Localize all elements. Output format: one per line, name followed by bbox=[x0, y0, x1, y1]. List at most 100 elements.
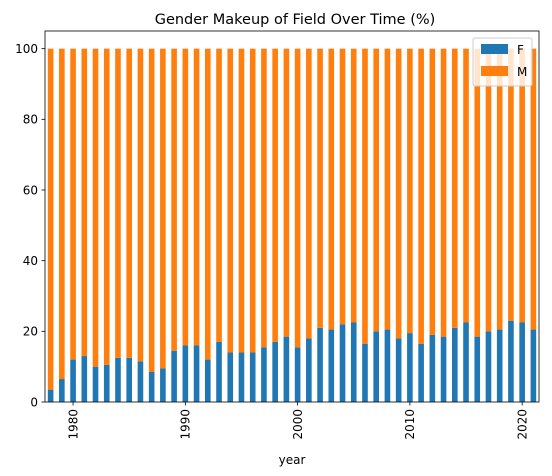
legend: F M bbox=[472, 37, 533, 87]
bar-f-1997 bbox=[261, 347, 267, 402]
bar-m-1979 bbox=[59, 48, 65, 380]
bar-m-1997 bbox=[261, 48, 267, 348]
bar-m-2009 bbox=[395, 48, 402, 339]
bar-m-1996 bbox=[249, 48, 256, 353]
bar-f-1987 bbox=[148, 371, 155, 402]
bar-f-1982 bbox=[92, 366, 99, 402]
bar-f-2016 bbox=[474, 336, 481, 402]
y-tick-label-100: 100 bbox=[15, 42, 38, 56]
bar-f-2000 bbox=[294, 347, 301, 402]
bar-f-2013 bbox=[440, 336, 447, 402]
bar-m-1984 bbox=[115, 48, 121, 358]
bar-m-2010 bbox=[407, 48, 413, 334]
bar-f-1986 bbox=[137, 361, 144, 402]
bar-m-1993 bbox=[216, 48, 222, 342]
bar-m-2000 bbox=[294, 48, 301, 348]
x-axis-label: year bbox=[279, 453, 306, 467]
y-tick-label-40: 40 bbox=[23, 254, 38, 268]
bar-m-1988 bbox=[160, 48, 166, 369]
bar-m-1999 bbox=[283, 48, 290, 337]
bar-f-2008 bbox=[384, 329, 391, 402]
bars-layer bbox=[47, 48, 537, 402]
bar-m-1989 bbox=[171, 48, 177, 351]
bar-m-2017 bbox=[485, 48, 492, 332]
bar-f-1980 bbox=[70, 359, 76, 402]
bar-f-1992 bbox=[204, 359, 211, 402]
bar-m-2004 bbox=[339, 48, 346, 325]
bar-m-2001 bbox=[306, 48, 312, 339]
bar-f-2019 bbox=[508, 320, 514, 402]
bar-f-2009 bbox=[395, 338, 402, 402]
bar-f-1983 bbox=[103, 364, 110, 402]
bar-f-2014 bbox=[451, 327, 458, 402]
bar-f-2021 bbox=[530, 329, 537, 402]
bar-f-2020 bbox=[519, 322, 525, 402]
bar-m-2003 bbox=[328, 48, 335, 330]
bar-f-1999 bbox=[283, 336, 290, 402]
bar-m-2008 bbox=[384, 48, 391, 330]
bar-m-1994 bbox=[227, 48, 234, 353]
bar-f-1990 bbox=[182, 345, 189, 402]
bar-m-2013 bbox=[440, 48, 447, 337]
bar-m-1982 bbox=[92, 48, 99, 367]
bar-m-1978 bbox=[47, 48, 54, 390]
bar-f-1991 bbox=[193, 345, 200, 402]
bar-f-1993 bbox=[216, 341, 222, 402]
bar-m-2015 bbox=[463, 48, 469, 323]
x-tick-label-2020: 2020 bbox=[515, 409, 529, 440]
legend-swatch-f bbox=[481, 44, 508, 54]
bar-f-2018 bbox=[496, 329, 503, 402]
y-tick-label-20: 20 bbox=[23, 325, 38, 339]
bar-f-2012 bbox=[429, 334, 436, 402]
bar-m-1980 bbox=[70, 48, 76, 360]
y-tick-label-80: 80 bbox=[23, 113, 38, 127]
bar-m-2014 bbox=[451, 48, 458, 328]
x-tick-label-1990: 1990 bbox=[179, 409, 193, 440]
bar-f-2007 bbox=[373, 331, 380, 402]
bar-m-1995 bbox=[238, 48, 245, 353]
bar-f-1994 bbox=[227, 352, 234, 402]
bar-f-1981 bbox=[81, 356, 88, 402]
bar-m-2006 bbox=[362, 48, 368, 344]
bar-m-2011 bbox=[418, 48, 424, 344]
bar-f-2003 bbox=[328, 329, 335, 402]
bar-m-2005 bbox=[350, 48, 357, 323]
bar-m-2018 bbox=[496, 48, 503, 330]
bar-f-2004 bbox=[339, 324, 346, 402]
bar-m-1985 bbox=[126, 48, 133, 358]
bar-f-2015 bbox=[463, 322, 469, 402]
bar-m-2016 bbox=[474, 48, 481, 337]
bar-m-2007 bbox=[373, 48, 380, 332]
x-tick-label-2010: 2010 bbox=[403, 409, 417, 440]
y-axis: 0 20 40 60 80 100 bbox=[15, 42, 45, 409]
bar-f-1988 bbox=[160, 368, 166, 402]
chart-title: Gender Makeup of Field Over Time (%) bbox=[155, 12, 436, 28]
bar-m-1990 bbox=[182, 48, 189, 346]
bar-m-1986 bbox=[137, 48, 144, 362]
bar-f-1979 bbox=[59, 379, 65, 402]
bar-f-2017 bbox=[485, 331, 492, 402]
bar-f-1989 bbox=[171, 350, 177, 402]
y-tick-label-60: 60 bbox=[23, 183, 38, 197]
bar-f-2011 bbox=[418, 343, 424, 402]
x-tick-label-1980: 1980 bbox=[66, 409, 80, 440]
x-tick-label-2000: 2000 bbox=[291, 409, 305, 440]
bar-f-1978 bbox=[47, 389, 54, 402]
bar-f-2010 bbox=[407, 333, 413, 402]
bar-f-2002 bbox=[317, 327, 323, 402]
bar-m-2019 bbox=[508, 48, 514, 321]
bar-m-1998 bbox=[272, 48, 278, 342]
bar-m-1991 bbox=[193, 48, 200, 346]
legend-swatch-m bbox=[481, 66, 508, 76]
bar-m-2002 bbox=[317, 48, 323, 328]
y-tick-label-0: 0 bbox=[30, 395, 38, 409]
bar-f-2005 bbox=[350, 322, 357, 402]
bar-f-2006 bbox=[362, 343, 368, 402]
x-axis: 1980 1990 2000 2010 2020 bbox=[66, 402, 529, 440]
bar-m-1983 bbox=[103, 48, 110, 365]
bar-m-2020 bbox=[519, 48, 525, 323]
bar-f-1996 bbox=[249, 352, 256, 402]
bar-f-1995 bbox=[238, 352, 245, 402]
bar-m-2012 bbox=[429, 48, 436, 335]
